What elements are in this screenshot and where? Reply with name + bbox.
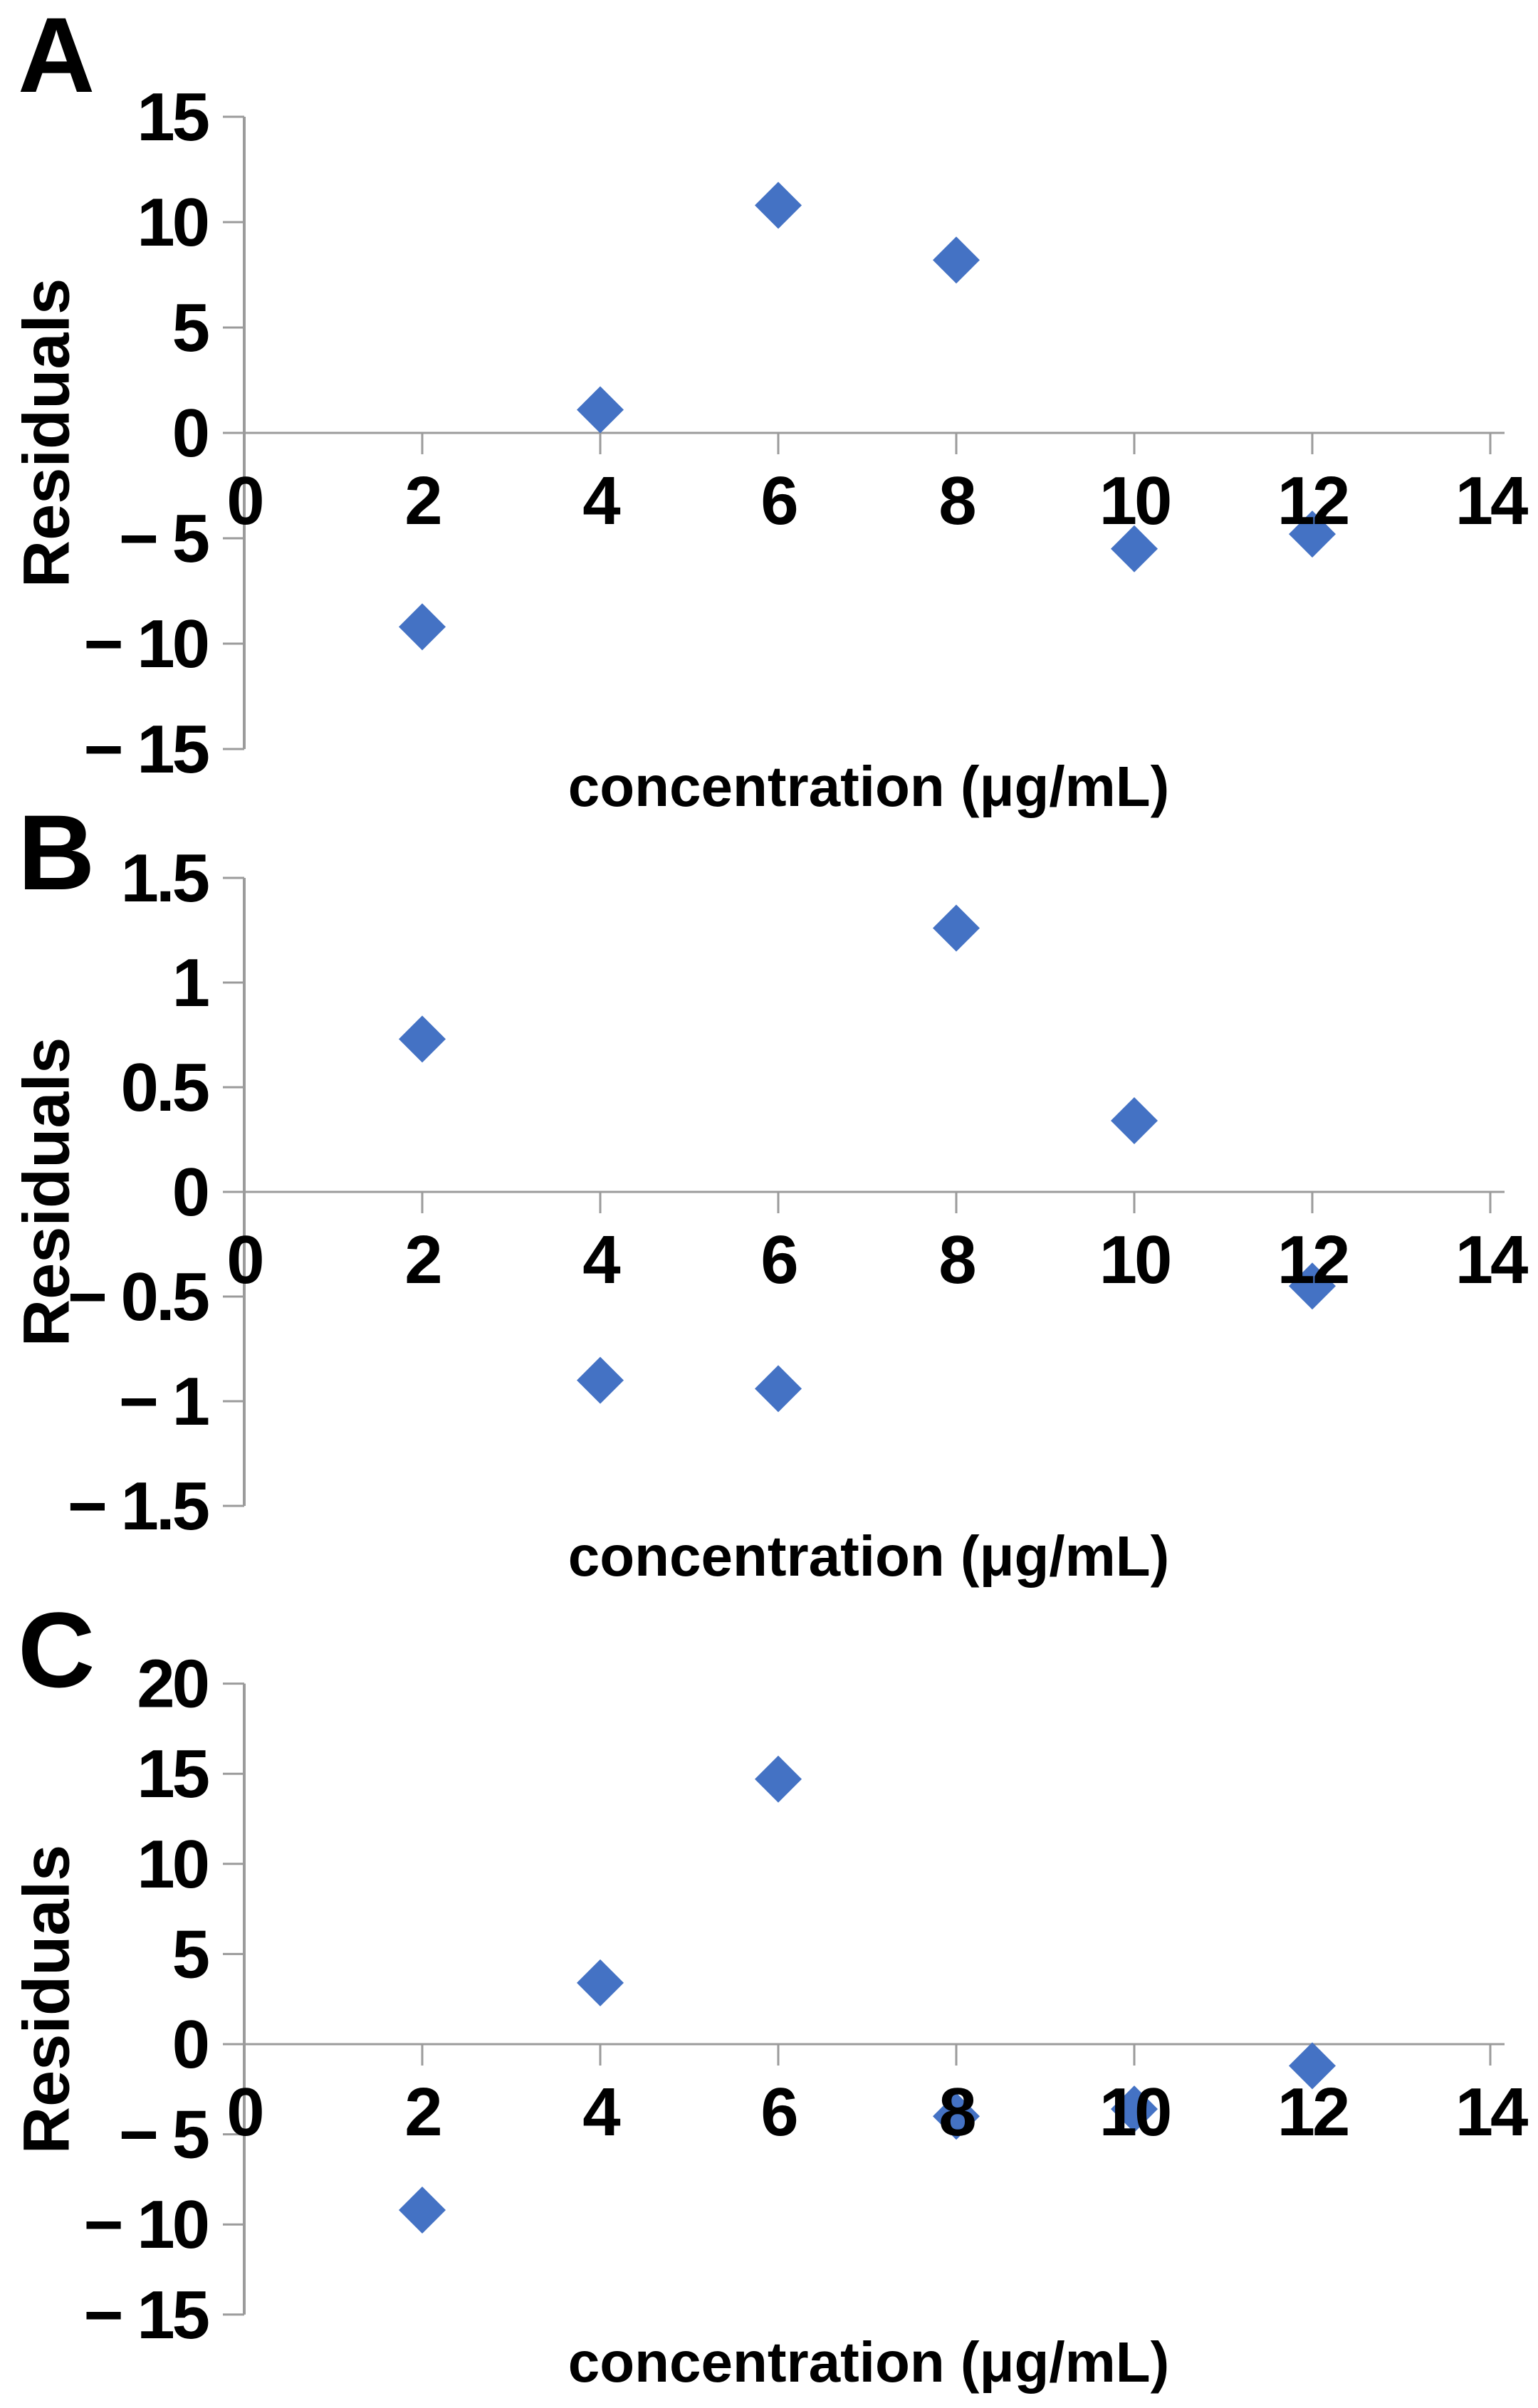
data-point-diamond <box>1289 1262 1336 1310</box>
y-tick-label: 20 <box>137 1646 207 1722</box>
data-point-diamond <box>399 2186 446 2234</box>
x-tick-label: 2 <box>404 463 440 539</box>
x-tick-label: 0 <box>226 1222 262 1298</box>
y-tick-label: 15 <box>137 79 208 155</box>
x-tick-label: 6 <box>760 463 796 539</box>
x-tick-label: 6 <box>760 2074 796 2150</box>
data-point-diamond <box>577 1959 624 2006</box>
y-tick-label: 1.5 <box>121 840 209 916</box>
y-axis-title-c: Residuals <box>10 1844 83 2155</box>
y-tick-label: 0 <box>172 2006 208 2083</box>
x-tick-label: 14 <box>1455 2074 1528 2150</box>
y-axis-title-a: Residuals <box>10 278 83 588</box>
data-point-diamond <box>577 1356 624 1404</box>
y-tick-label: − 0.5 <box>68 1259 209 1335</box>
y-tick-label: 1 <box>172 945 209 1021</box>
x-axis-title-a: concentration (μg/mL) <box>567 755 1170 818</box>
x-tick-label: 6 <box>760 1222 796 1298</box>
y-tick-label: 15 <box>137 1736 208 1812</box>
x-tick-label: 0 <box>226 2074 262 2150</box>
y-tick-label: − 5 <box>119 2097 209 2173</box>
y-tick-label: − 5 <box>119 501 209 577</box>
x-tick-label: 2 <box>404 2074 440 2150</box>
data-point-diamond <box>755 1365 802 1413</box>
y-tick-label: 5 <box>172 290 209 366</box>
x-tick-label: 4 <box>582 2074 620 2150</box>
x-tick-label: 8 <box>938 1222 975 1298</box>
x-tick-label: 14 <box>1455 1222 1528 1298</box>
data-point-diamond <box>1289 511 1336 558</box>
x-tick-label: 4 <box>582 463 620 539</box>
y-tick-label: − 15 <box>83 711 208 787</box>
x-tick-label: 12 <box>1277 463 1348 539</box>
x-tick-label: 14 <box>1455 463 1528 539</box>
panel-label-c: C <box>18 1590 95 1710</box>
panel-label-a: A <box>18 0 95 115</box>
data-point-diamond <box>755 1755 802 1803</box>
x-tick-label: 10 <box>1099 2074 1170 2150</box>
x-tick-label: 10 <box>1099 463 1170 539</box>
y-tick-label: − 10 <box>83 606 207 682</box>
x-tick-label: 2 <box>404 1222 440 1298</box>
y-tick-label: 0 <box>172 1154 208 1230</box>
panel-label-b: B <box>18 792 95 912</box>
x-tick-label: 10 <box>1099 1222 1170 1298</box>
x-tick-label: 4 <box>582 1222 620 1298</box>
y-tick-label: 10 <box>137 1826 207 1902</box>
x-axis-title-c: concentration (μg/mL) <box>567 2330 1170 2394</box>
x-tick-label: 12 <box>1277 2074 1348 2150</box>
y-tick-label: 10 <box>137 184 207 261</box>
data-point-diamond <box>399 1015 446 1063</box>
x-tick-label: 8 <box>938 2074 975 2150</box>
y-tick-label: 5 <box>172 1916 209 1992</box>
y-axis-title-b: Residuals <box>10 1037 83 1347</box>
data-point-diamond <box>577 386 624 434</box>
x-axis-title-b: concentration (μg/mL) <box>567 1524 1170 1588</box>
y-tick-label: 0.5 <box>121 1049 209 1126</box>
data-point-diamond <box>1289 2042 1336 2090</box>
data-point-diamond <box>755 182 802 229</box>
x-tick-label: 12 <box>1277 1222 1348 1298</box>
x-tick-label: 8 <box>938 463 975 539</box>
x-tick-label: 0 <box>226 463 262 539</box>
y-tick-label: − 1.5 <box>68 1468 209 1544</box>
y-tick-label: − 1 <box>119 1363 209 1440</box>
y-tick-label: − 10 <box>83 2187 207 2263</box>
y-tick-label: 0 <box>172 395 208 471</box>
data-point-diamond <box>399 603 446 651</box>
data-point-diamond <box>933 904 980 952</box>
data-point-diamond <box>1111 525 1158 572</box>
data-point-diamond <box>933 236 980 284</box>
data-point-diamond <box>933 2093 980 2140</box>
data-point-diamond <box>1111 2085 1158 2133</box>
data-point-diamond <box>1111 1097 1158 1145</box>
y-tick-label: − 15 <box>83 2277 208 2353</box>
